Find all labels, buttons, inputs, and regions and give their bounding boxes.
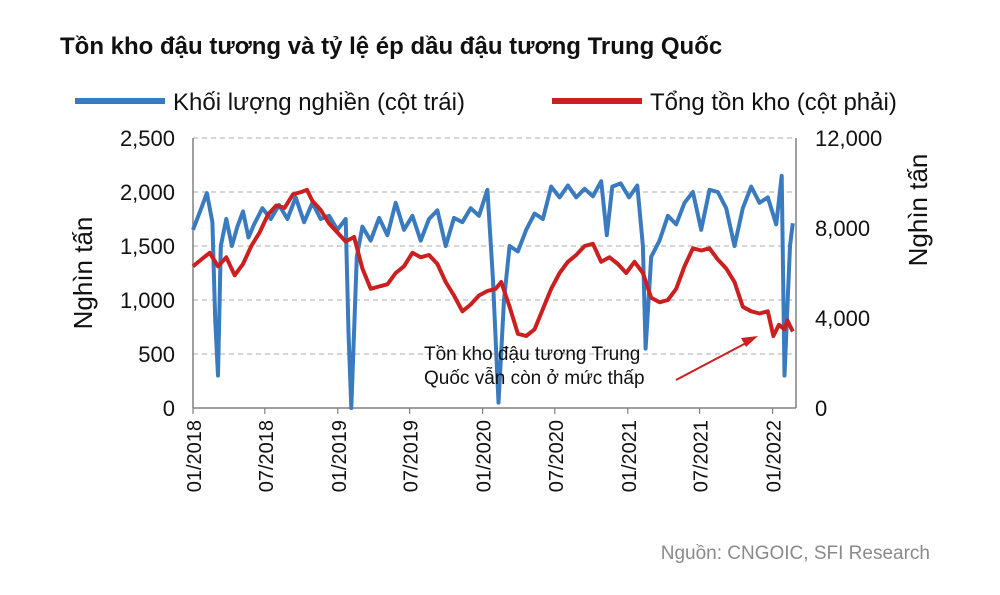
source-note: Nguồn: CNGOIC, SFI Research: [661, 543, 930, 564]
left-tick-label: 2,000: [120, 180, 175, 205]
x-tick-label: 07/2021: [691, 420, 713, 492]
left-tick-label: 0: [163, 396, 175, 421]
x-tick-label: 07/2020: [546, 420, 568, 492]
right-tick-label: 12,000: [815, 126, 882, 151]
x-tick-label: 01/2021: [619, 420, 641, 492]
right-axis-label: Nghìn tấn: [903, 154, 933, 267]
annotation-arrow-head: [741, 336, 758, 347]
right-tick-label: 0: [815, 396, 827, 421]
x-axis-ticks: 01/2018 07/2018 01/2019 07/2019 01/2020 07/20…: [184, 408, 786, 492]
x-tick-label: 07/2019: [401, 420, 423, 492]
x-tick-label: 07/2018: [256, 420, 278, 492]
left-tick-label: 1,000: [120, 288, 175, 313]
series-line-stock: [191, 187, 795, 338]
x-tick-label: 01/2022: [764, 420, 786, 492]
legend-label-stock: Tổng tồn kho (cột phải): [650, 89, 897, 116]
annotation-line-1: Tồn kho đậu tương Trung: [424, 344, 640, 365]
left-axis-label: Nghìn tấn: [68, 217, 98, 330]
x-tick-label: 01/2019: [329, 420, 351, 492]
right-tick-label: 8,000: [815, 216, 870, 241]
left-tick-label: 500: [138, 342, 175, 367]
chart-title: Tồn kho đậu tương và tỷ lệ ép dầu đậu tư…: [60, 33, 722, 60]
left-axis-ticks: 0 500 1,000 1,500 2,000 2,500: [120, 126, 175, 421]
legend: Khối lượng nghiền (cột trái) Tổng tồn kh…: [75, 89, 897, 116]
right-tick-label: 4,000: [815, 306, 870, 331]
left-tick-label: 2,500: [120, 126, 175, 151]
series-line-crush: [191, 173, 795, 410]
annotation-line-2: Quốc vẫn còn ở mức thấp: [424, 367, 645, 389]
annotation: Tồn kho đậu tương Trung Quốc vẫn còn ở m…: [424, 336, 758, 389]
annotation-arrow: [675, 341, 749, 381]
x-tick-label: 01/2018: [184, 420, 206, 492]
x-tick-label: 01/2020: [474, 420, 496, 492]
right-axis-ticks: 0 4,000 8,000 12,000: [815, 126, 882, 421]
left-tick-label: 1,500: [120, 234, 175, 259]
legend-label-crush: Khối lượng nghiền (cột trái): [173, 89, 465, 116]
